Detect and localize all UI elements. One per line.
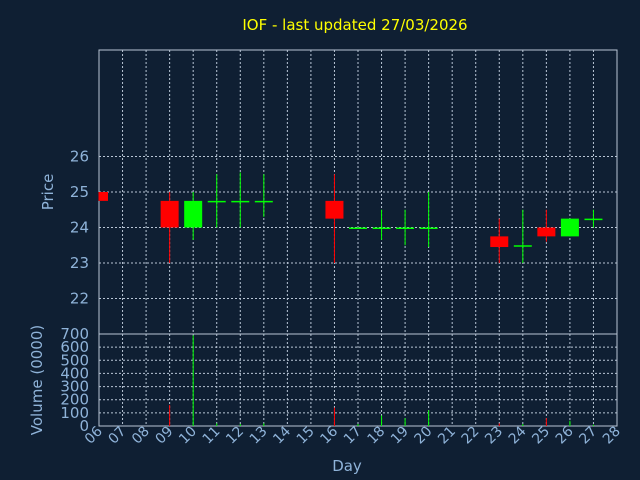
price-tick-label: 24 [70, 219, 89, 237]
x-tick-label: 17 [341, 424, 365, 448]
x-tick-label: 14 [270, 423, 294, 447]
x-tick-label: 07 [105, 424, 129, 448]
price-axis-label: Price [39, 174, 57, 211]
x-tick-label: 12 [223, 424, 247, 448]
volume-tick-label: 600 [60, 338, 89, 356]
candle-body [490, 236, 509, 248]
candle-body [325, 200, 344, 219]
x-tick-label: 23 [482, 424, 506, 448]
candle-body [396, 227, 415, 229]
x-tick-label: 13 [247, 424, 271, 448]
candle-body [207, 200, 226, 203]
candle-body [99, 192, 108, 201]
x-tick-label: 20 [412, 424, 436, 448]
x-axis: 06 07 08 09 10 11 12 13 14 15 16 17 18 19 20 21 22 23 24 25… [82, 423, 624, 447]
candle-body [419, 227, 438, 229]
candle-body [372, 227, 391, 229]
x-tick-label: 26 [553, 423, 577, 447]
volume-tick-label: 200 [60, 391, 89, 409]
candle-body [513, 245, 532, 247]
volume-axis-label: Volume (0000) [28, 325, 46, 435]
x-axis-label: Day [332, 457, 362, 475]
x-tick-label: 24 [506, 423, 530, 447]
x-tick-label: 27 [576, 424, 600, 448]
price-y-axis: 22 23 24 25 26 [70, 148, 89, 308]
volume-bars [169, 335, 594, 426]
price-panel: 22 23 24 25 26 Price [39, 49, 618, 335]
candle-body [254, 200, 273, 203]
candle-body [560, 218, 579, 237]
candles [98, 172, 603, 263]
x-tick-label: 09 [153, 424, 177, 448]
price-tick-label: 26 [70, 148, 89, 166]
volume-tick-label: 500 [60, 351, 89, 369]
price-grid [99, 50, 617, 334]
x-tick-label: 18 [364, 424, 388, 448]
price-tick-label: 22 [70, 290, 89, 308]
volume-tick-label: 0 [79, 417, 89, 435]
volume-tick-label: 100 [60, 404, 89, 422]
chart-title: IOF - last updated 27/03/2026 [242, 16, 467, 34]
x-tick-label: 15 [294, 424, 318, 448]
x-tick-label: 22 [459, 424, 483, 448]
x-tick-label: 28 [600, 424, 624, 448]
x-tick-label: 21 [435, 424, 459, 448]
volume-tick-label: 400 [60, 364, 89, 382]
candle-body [349, 227, 367, 229]
volume-tick-label: 700 [60, 325, 89, 343]
candle-body [160, 200, 179, 228]
candle-body [537, 227, 556, 237]
x-tick-label: 08 [129, 424, 153, 448]
volume-tick-label: 300 [60, 378, 89, 396]
candle-body [584, 218, 603, 221]
x-tick-label: 11 [200, 424, 224, 448]
candle-body [184, 200, 203, 228]
x-tick-label: 16 [317, 423, 341, 447]
x-tick-label: 19 [388, 424, 412, 448]
candle-body [231, 200, 250, 203]
price-tick-label: 23 [70, 254, 89, 272]
price-tick-label: 25 [70, 183, 89, 201]
x-tick-label: 10 [176, 424, 200, 448]
x-tick-label: 25 [529, 424, 553, 448]
volume-grid [99, 334, 617, 426]
